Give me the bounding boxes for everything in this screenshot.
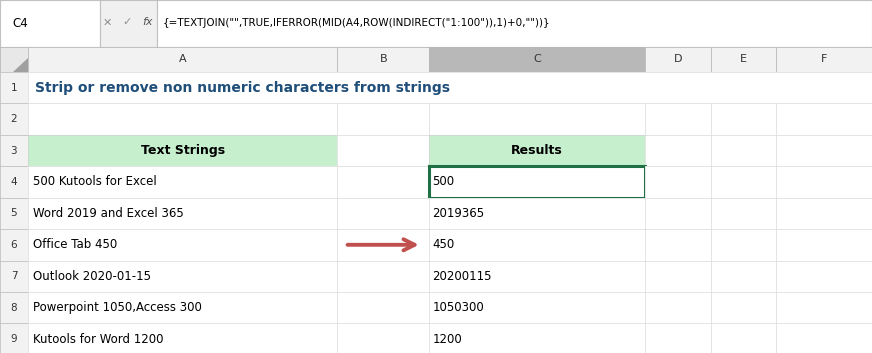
Text: 1: 1: [10, 83, 17, 93]
Text: 1050300: 1050300: [433, 301, 484, 314]
Text: Strip or remove non numeric characters from strings: Strip or remove non numeric characters f…: [35, 81, 450, 95]
Text: 450: 450: [433, 238, 454, 251]
Text: A: A: [179, 54, 187, 64]
Text: Word 2019 and Excel 365: Word 2019 and Excel 365: [32, 207, 183, 220]
Text: D: D: [674, 54, 682, 64]
Text: C: C: [534, 54, 541, 64]
Text: {=TEXTJOIN("",TRUE,IFERROR(MID(A4,ROW(INDIRECT("1:100")),1)+0,""))}: {=TEXTJOIN("",TRUE,IFERROR(MID(A4,ROW(IN…: [163, 18, 550, 28]
Text: F: F: [821, 54, 828, 64]
Text: 4: 4: [10, 177, 17, 187]
Text: 8: 8: [10, 303, 17, 313]
Text: Outlook 2020-01-15: Outlook 2020-01-15: [32, 270, 151, 283]
Polygon shape: [12, 58, 28, 72]
Text: B: B: [379, 54, 387, 64]
Text: fx: fx: [143, 17, 153, 28]
Text: 7: 7: [10, 271, 17, 281]
Text: 2019365: 2019365: [433, 207, 484, 220]
Text: 9: 9: [10, 334, 17, 344]
Text: ✓: ✓: [123, 17, 133, 28]
Text: Office Tab 450: Office Tab 450: [32, 238, 117, 251]
Text: 6: 6: [10, 240, 17, 250]
Text: 2: 2: [10, 114, 17, 124]
Text: 5: 5: [10, 208, 17, 219]
Text: 3: 3: [10, 145, 17, 156]
Text: 1200: 1200: [433, 333, 462, 346]
Text: 500: 500: [433, 175, 454, 189]
Text: ✕: ✕: [102, 17, 112, 28]
Text: Results: Results: [511, 144, 563, 157]
Text: C4: C4: [12, 17, 28, 30]
Text: E: E: [739, 54, 747, 64]
Text: 20200115: 20200115: [433, 270, 492, 283]
Text: 500 Kutools for Excel: 500 Kutools for Excel: [32, 175, 156, 189]
Text: Kutools for Word 1200: Kutools for Word 1200: [32, 333, 163, 346]
Text: Powerpoint 1050,Access 300: Powerpoint 1050,Access 300: [32, 301, 201, 314]
Text: Text Strings: Text Strings: [140, 144, 225, 157]
